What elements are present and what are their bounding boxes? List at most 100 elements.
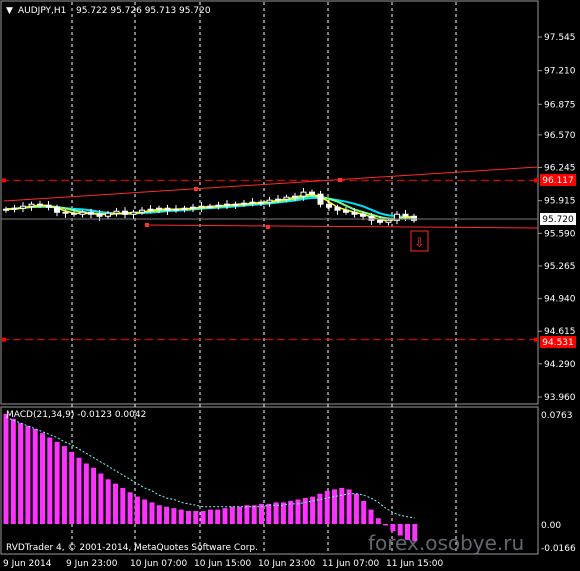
macd-bar xyxy=(83,463,89,524)
down-arrow-icon: ⇩ xyxy=(414,236,425,251)
macd-bar xyxy=(207,509,213,524)
macd-bar xyxy=(390,524,396,532)
svg-text:96.117: 96.117 xyxy=(542,176,574,186)
time-tick-label: 9 Jun 2014 xyxy=(3,559,52,569)
level-anchor[interactable] xyxy=(534,337,538,342)
macd-bar xyxy=(171,508,177,524)
candle xyxy=(130,209,137,219)
macd-bar xyxy=(280,502,286,524)
price-axis: 97.545 97.210 96.875 96.570 96.245 95.915 95.5… xyxy=(538,33,576,403)
macd-bar xyxy=(332,489,337,524)
macd-histogram xyxy=(3,414,418,542)
level-anchor[interactable] xyxy=(2,178,6,183)
macd-bar xyxy=(113,483,118,524)
price-tick-label: 94.290 xyxy=(544,360,576,370)
candles xyxy=(3,188,417,226)
candle xyxy=(241,199,247,207)
trend-line-anchors[interactable] xyxy=(145,178,342,229)
macd-bar xyxy=(105,479,111,524)
candle xyxy=(224,200,230,210)
candle xyxy=(275,195,281,203)
macd-bar xyxy=(361,500,367,524)
macd-bar xyxy=(164,506,170,524)
macd-axis-bottom: -0.0166 xyxy=(541,544,576,554)
price-tick-label: 95.915 xyxy=(544,197,576,207)
candle xyxy=(113,207,120,217)
candle xyxy=(62,208,69,218)
macd-bar xyxy=(149,502,155,524)
time-tick-label: 10 Jun 23:00 xyxy=(258,559,315,569)
candle xyxy=(20,202,26,213)
macd-bar xyxy=(61,446,67,524)
macd-title: MACD(21,34,9) -0.0123 0.0042 xyxy=(6,410,146,420)
candle xyxy=(343,206,349,215)
day-separators xyxy=(71,2,457,553)
macd-bar xyxy=(251,505,257,524)
sell-signal-box[interactable] xyxy=(410,230,429,252)
candle xyxy=(215,201,222,210)
candle xyxy=(190,203,196,213)
macd-bar xyxy=(295,499,301,524)
macd-bar xyxy=(368,509,374,524)
macd-bar xyxy=(40,433,45,524)
candle xyxy=(309,189,315,197)
price-tick-label: 95.265 xyxy=(544,262,576,272)
price-tick-label: 94.615 xyxy=(544,327,576,337)
macd-bar xyxy=(222,508,228,524)
candle xyxy=(37,200,43,208)
macd-bar xyxy=(10,418,16,524)
macd-bar xyxy=(142,499,148,524)
trend-anchor[interactable] xyxy=(266,225,270,229)
candle xyxy=(207,203,213,209)
svg-text:94.531: 94.531 xyxy=(542,338,574,348)
macd-bar xyxy=(259,503,264,524)
macd-bar xyxy=(215,509,221,524)
macd-bar xyxy=(324,490,330,524)
macd-bar xyxy=(273,502,279,524)
candle xyxy=(105,210,111,219)
time-tick-label: 10 Jun 07:00 xyxy=(130,559,187,569)
candle xyxy=(147,205,154,214)
macd-bar xyxy=(3,414,9,524)
price-tick-label: 97.545 xyxy=(544,33,576,43)
price-tick-label: 93.960 xyxy=(544,393,576,403)
svg-text:95.720: 95.720 xyxy=(542,215,574,225)
candle xyxy=(88,208,94,219)
macd-bar xyxy=(302,498,308,524)
level-anchor[interactable] xyxy=(2,337,6,342)
macd-bar xyxy=(47,437,53,524)
time-tick-label: 11 Jun 15:00 xyxy=(386,559,443,569)
trend-anchor[interactable] xyxy=(194,187,198,191)
level-anchor[interactable] xyxy=(534,178,538,183)
candle xyxy=(173,205,179,213)
trend-anchor[interactable] xyxy=(338,178,342,182)
candle xyxy=(122,207,128,219)
price-tick-label: 96.245 xyxy=(544,164,576,174)
candle xyxy=(283,194,290,203)
candle xyxy=(45,201,52,211)
trend-line-lower[interactable] xyxy=(146,224,539,229)
macd-bar xyxy=(186,511,191,524)
macd-bar xyxy=(18,423,24,524)
trend-line-upper[interactable] xyxy=(3,166,539,202)
time-tick-label: 10 Jun 15:00 xyxy=(194,559,251,569)
macd-bar xyxy=(127,492,133,524)
macd-signal-line xyxy=(5,416,415,519)
macd-bar xyxy=(69,451,75,524)
macd-bar xyxy=(134,496,140,524)
price-tick-label: 95.590 xyxy=(544,229,576,239)
trend-anchor[interactable] xyxy=(145,223,149,227)
macd-bar xyxy=(405,524,410,540)
macd-bar xyxy=(317,493,323,524)
macd-bar xyxy=(266,503,272,524)
level-lines[interactable] xyxy=(1,178,538,342)
macd-bar xyxy=(98,473,104,524)
macd-bar xyxy=(412,524,418,542)
watermark-text: forex.osobye.ru xyxy=(368,531,524,555)
price-tick-label: 94.940 xyxy=(544,295,576,305)
menu-triangle-icon[interactable]: ▼ xyxy=(6,6,13,16)
macd-bar xyxy=(339,487,345,524)
macd-bar xyxy=(156,505,162,524)
candle xyxy=(317,190,324,208)
